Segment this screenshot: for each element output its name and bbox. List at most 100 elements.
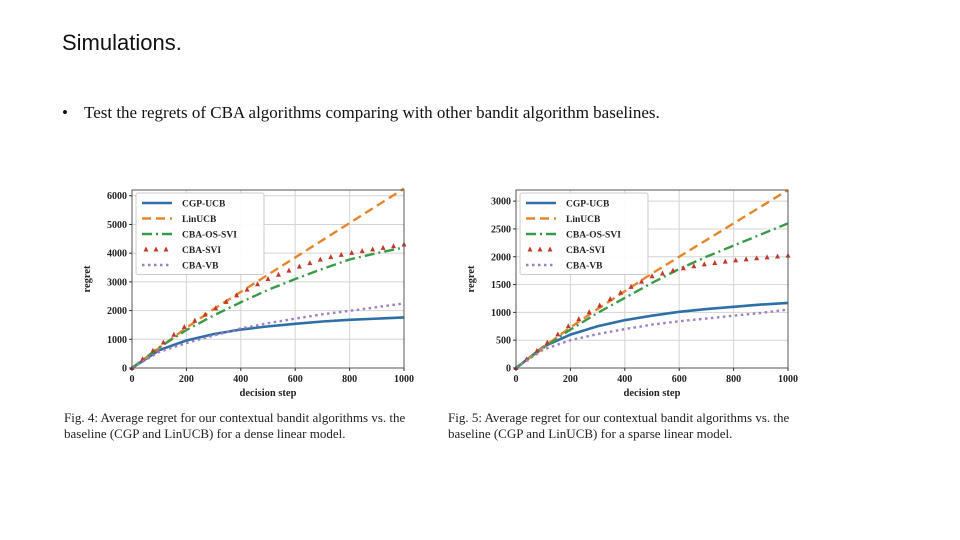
data-marker xyxy=(586,309,592,315)
data-marker xyxy=(255,281,261,287)
series-cba-vb xyxy=(131,302,405,370)
x-tick-label: 1000 xyxy=(394,374,414,385)
data-marker xyxy=(296,263,302,269)
bullet-icon: • xyxy=(62,103,68,122)
data-marker xyxy=(328,254,334,260)
data-marker xyxy=(391,243,397,249)
legend: CGP-UCB LinUCB CBA-OS-SVI CBA-SVI CBA-VB xyxy=(519,192,649,275)
data-marker xyxy=(307,260,313,266)
axes-frame xyxy=(515,189,789,369)
data-marker xyxy=(338,251,344,257)
x-tick-label: 200 xyxy=(563,374,578,385)
legend-box xyxy=(519,192,649,275)
data-marker xyxy=(370,246,376,252)
legend-label: LinUCB xyxy=(182,215,217,225)
x-tick-label: 0 xyxy=(130,374,135,385)
x-tick-label: 400 xyxy=(233,374,248,385)
bullet-point: • Test the regrets of CBA algorithms comp… xyxy=(62,103,660,123)
data-marker xyxy=(223,298,229,304)
data-marker xyxy=(607,296,613,302)
legend-label: CBA-SVI xyxy=(566,246,605,256)
data-marker xyxy=(380,244,386,250)
data-marker xyxy=(234,292,240,298)
data-marker xyxy=(576,316,582,322)
chart-sparse-model: 0 200 400 600 800 1000 0 500 1000 1500 2000 2500 300… xyxy=(466,188,798,399)
legend-label: CBA-OS-SVI xyxy=(182,231,237,241)
data-marker xyxy=(213,305,219,311)
x-tick-label: 800 xyxy=(342,374,357,385)
data-marker xyxy=(349,249,355,255)
data-marker xyxy=(743,256,749,262)
x-axis-label: decision step xyxy=(624,388,681,399)
x-tick-label: 800 xyxy=(726,374,741,385)
data-marker xyxy=(649,273,655,279)
y-axis-label: regret xyxy=(466,265,477,293)
legend-label: CGP-UCB xyxy=(566,200,610,210)
x-tick-label: 400 xyxy=(617,374,632,385)
y-tick-label: 1000 xyxy=(491,308,511,319)
data-marker xyxy=(618,289,624,295)
data-marker xyxy=(701,261,707,267)
series-cba-os-svi xyxy=(131,246,405,369)
legend-marker xyxy=(153,246,159,252)
y-axis-label: regret xyxy=(82,265,93,293)
slide-title: Simulations. xyxy=(62,30,182,55)
legend-marker xyxy=(537,246,543,252)
x-tick-label: 1000 xyxy=(778,374,798,385)
legend-marker xyxy=(547,246,553,252)
data-marker xyxy=(712,259,718,265)
x-tick-label: 600 xyxy=(288,374,303,385)
data-marker xyxy=(544,339,550,345)
figure-5: 0 200 400 600 800 1000 0 500 1000 1500 2000 2500 300… xyxy=(448,178,828,458)
y-tick-label: 3000 xyxy=(107,277,127,288)
data-marker xyxy=(275,271,281,277)
y-tick-label: 2500 xyxy=(491,224,511,235)
y-tick-label: 500 xyxy=(496,336,511,347)
data-marker xyxy=(639,278,645,284)
figure-5-caption: Fig. 5: Average regret for our contextua… xyxy=(448,410,790,441)
x-tick-label: 600 xyxy=(672,374,687,385)
data-marker xyxy=(359,248,365,254)
data-marker xyxy=(722,258,728,264)
legend-label: CGP-UCB xyxy=(182,200,226,210)
data-marker xyxy=(670,267,676,273)
legend-marker xyxy=(163,246,169,252)
legend-label: CBA-VB xyxy=(182,262,219,272)
y-tick-label: 0 xyxy=(506,364,511,375)
figure-4: 0 200 400 600 800 1000 0 1000 2000 3000 4000 5000 60… xyxy=(64,178,444,458)
data-marker xyxy=(733,257,739,263)
data-marker xyxy=(565,323,571,329)
legend-label: CBA-SVI xyxy=(182,246,221,256)
data-marker xyxy=(691,263,697,269)
legend-marker xyxy=(143,246,149,252)
data-marker xyxy=(555,331,561,337)
data-marker xyxy=(160,339,166,345)
data-marker xyxy=(764,254,770,260)
legend-label: LinUCB xyxy=(566,215,601,225)
figure-4-caption: Fig. 4: Average regret for our contextua… xyxy=(64,410,406,441)
y-tick-label: 3000 xyxy=(491,197,511,208)
x-tick-label: 0 xyxy=(514,374,519,385)
data-marker xyxy=(534,347,540,353)
x-tick-label: 200 xyxy=(179,374,194,385)
data-marker xyxy=(181,324,187,330)
legend: CGP-UCB LinUCB CBA-OS-SVI CBA-SVI CBA-VB xyxy=(135,192,265,275)
data-marker xyxy=(171,331,177,337)
series-cba-svi xyxy=(129,241,407,370)
y-tick-label: 2000 xyxy=(107,306,127,317)
y-tick-label: 1500 xyxy=(491,280,511,291)
data-marker xyxy=(597,302,603,308)
series-cba-svi xyxy=(513,252,791,370)
series-linucb xyxy=(131,187,405,369)
data-marker xyxy=(680,265,686,271)
series-cgp-ucb xyxy=(515,301,789,370)
legend-label: CBA-OS-SVI xyxy=(566,231,621,241)
data-marker xyxy=(754,255,760,261)
y-tick-label: 5000 xyxy=(107,220,127,231)
data-marker xyxy=(775,253,781,259)
legend-box xyxy=(135,192,265,275)
data-marker xyxy=(202,311,208,317)
legend-label: CBA-VB xyxy=(566,262,603,272)
y-tick-label: 2000 xyxy=(491,252,511,263)
y-tick-label: 1000 xyxy=(107,335,127,346)
